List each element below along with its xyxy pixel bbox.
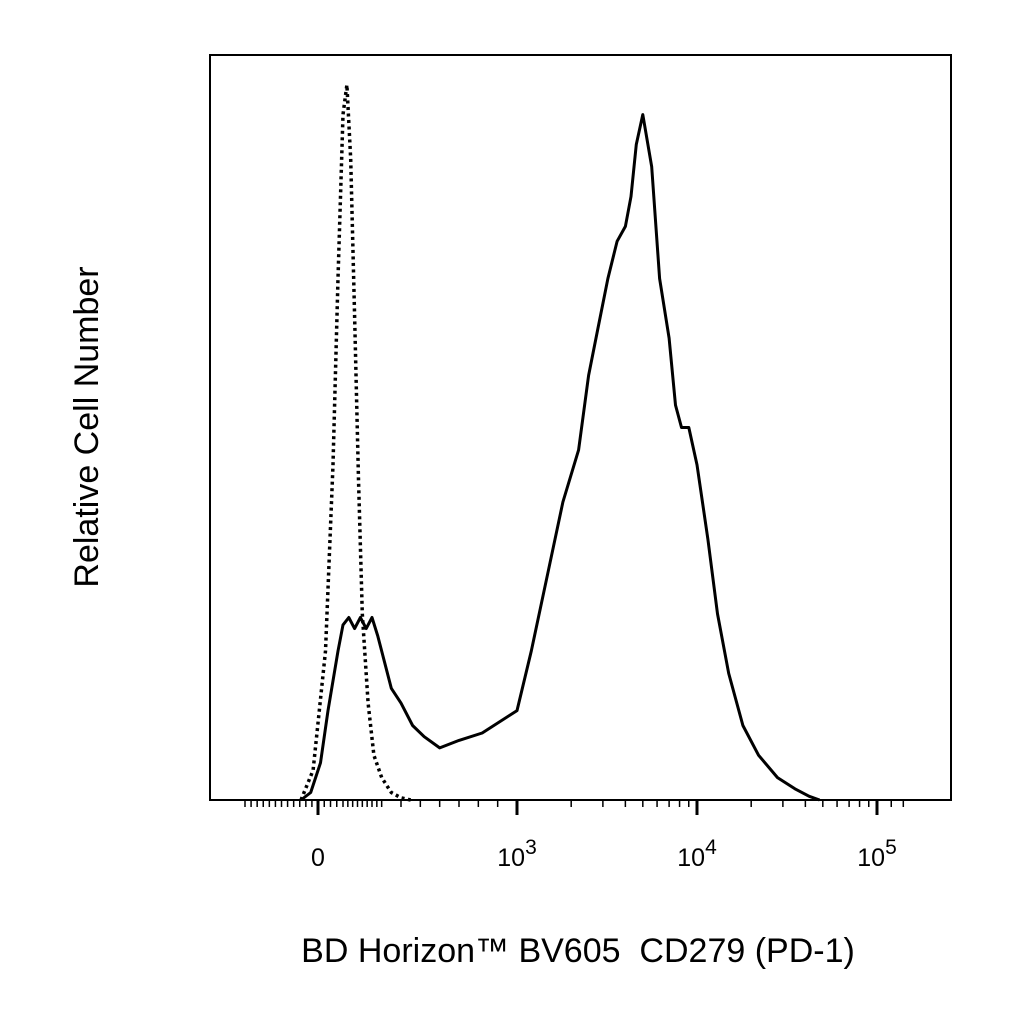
x-axis-label: BD Horizon™ BV605 CD279 (PD-1) xyxy=(301,932,855,970)
plot-frame xyxy=(209,54,952,801)
x-major-ticks xyxy=(316,800,879,815)
isotype-control-curve xyxy=(299,83,412,802)
series-layer xyxy=(299,83,821,802)
x-tick-label: 0 xyxy=(311,844,325,872)
x-tick-label-base: 10 xyxy=(497,844,525,872)
x-tick-label-exponent: 3 xyxy=(525,836,537,859)
x-tick-label-base: 10 xyxy=(677,844,705,872)
x-tick-label-base: 0 xyxy=(311,844,325,872)
x-minor-ticks xyxy=(244,800,905,807)
x-tick-label: 105 xyxy=(857,836,897,872)
x-tick-label-exponent: 5 xyxy=(885,836,897,859)
y-axis-label: Relative Cell Number xyxy=(68,266,106,587)
x-tick-labels: 0 103 104 105 xyxy=(311,836,897,872)
stained-sample-curve xyxy=(300,113,821,802)
x-tick-label-base: 10 xyxy=(857,844,885,872)
x-tick-label-exponent: 4 xyxy=(705,836,717,859)
x-tick-label: 103 xyxy=(497,836,537,872)
x-tick-label: 104 xyxy=(677,836,717,872)
